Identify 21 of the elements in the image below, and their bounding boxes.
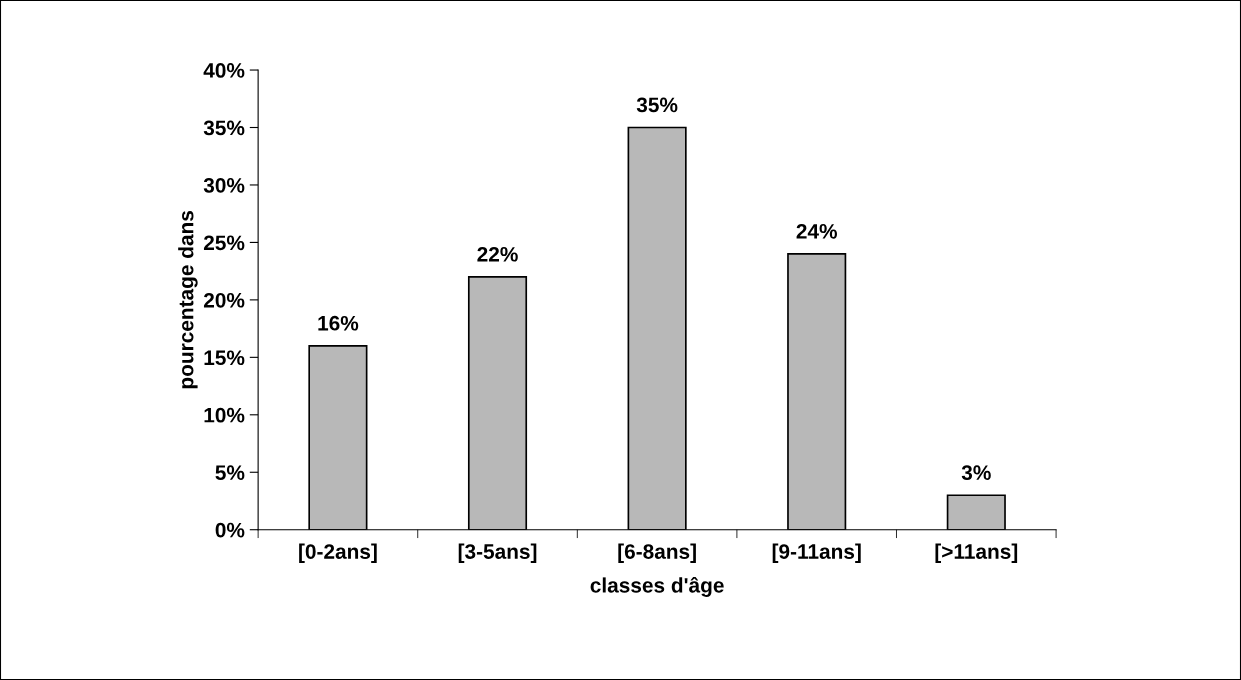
x-tick-label: [0-2ans] — [299, 543, 377, 564]
y-tick-label: 40% — [203, 63, 245, 78]
data-label: 16% — [318, 315, 359, 331]
data-label: 35% — [636, 97, 678, 113]
x-tick-label: [>11ans] — [935, 543, 1018, 564]
data-label: 3% — [961, 465, 991, 481]
y-tick-label: 0% — [215, 522, 245, 538]
y-tick-label: 5% — [215, 465, 245, 481]
x-tick-label: [6-8ans] — [618, 543, 696, 564]
x-tick-label: [3-5ans] — [458, 543, 537, 564]
y-tick-label: 30% — [203, 177, 245, 193]
data-label: 24% — [796, 223, 837, 239]
y-tick-label: 35% — [203, 120, 245, 136]
x-axis-title: classes d'âge — [590, 576, 724, 597]
y-axis-title: pourcentage dans — [178, 211, 198, 389]
y-tick-label: 20% — [203, 292, 245, 308]
y-tick-label: 15% — [204, 350, 245, 366]
x-tick-label: [9-11ans] — [772, 543, 861, 564]
data-label: 22% — [477, 246, 518, 262]
y-tick-label: 25% — [203, 235, 245, 251]
y-tick-label: 10% — [204, 407, 245, 423]
